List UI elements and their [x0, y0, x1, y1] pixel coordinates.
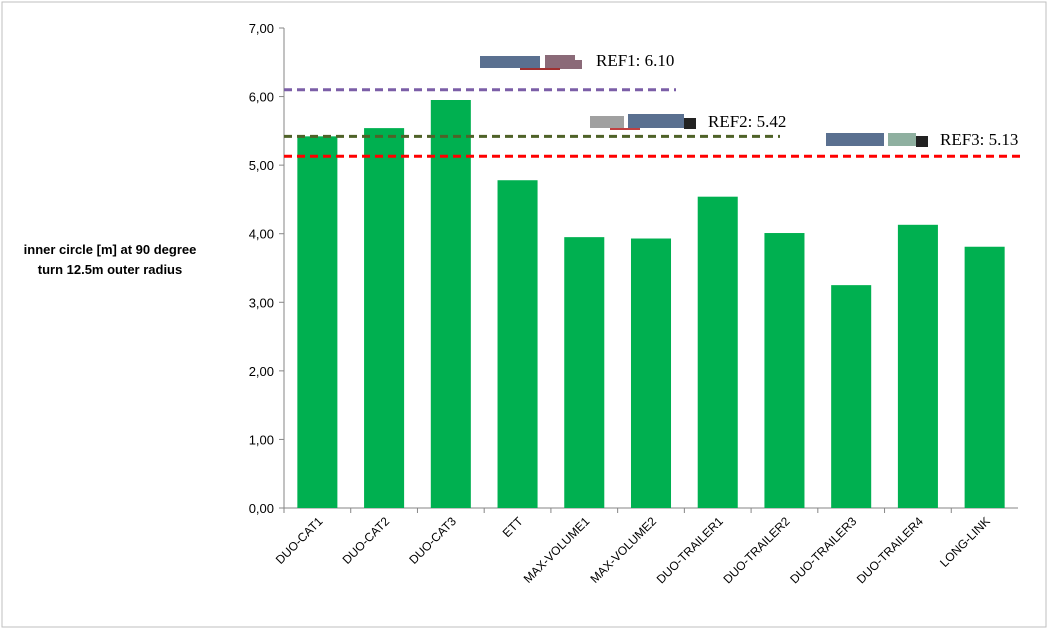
x-tick-label: ETT [500, 514, 526, 540]
y-tick-label: 7,00 [249, 21, 274, 36]
reference-label: REF1: 6.10 [596, 51, 674, 70]
bar [697, 196, 738, 508]
bar [831, 285, 872, 508]
reference-label: REF2: 5.42 [708, 112, 786, 131]
y-tick-label: 2,00 [249, 364, 274, 379]
bar [630, 238, 672, 508]
y-tick-label: 6,00 [249, 90, 274, 105]
y-tick-label: 3,00 [249, 295, 274, 310]
x-tick-label: DUO-TRAILER1 [654, 514, 726, 586]
bar [297, 136, 338, 509]
reference-label: REF3: 5.13 [940, 130, 1018, 149]
x-tick-label: DUO-CAT1 [273, 514, 326, 567]
y-tick-label: 4,00 [249, 227, 274, 242]
truck-icon [480, 55, 582, 70]
bar [497, 180, 538, 508]
y-axis-label: inner circle [m] at 90 degree turn 12.5m… [23, 242, 197, 277]
x-tick-label: LONG-LINK [937, 514, 993, 570]
y-tick-label: 5,00 [249, 158, 274, 173]
x-tick-label: DUO-CAT3 [406, 514, 459, 567]
bar [364, 128, 405, 508]
x-tick-label: DUO-TRAILER4 [854, 514, 926, 586]
truck-icon [826, 133, 928, 147]
y-tick-label: 1,00 [249, 432, 274, 447]
x-tick-label: DUO-TRAILER2 [720, 514, 792, 586]
x-tick-label: DUO-CAT2 [340, 514, 393, 567]
y-tick-label: 0,00 [249, 501, 274, 516]
x-tick-label: DUO-TRAILER3 [787, 514, 859, 586]
bar [764, 233, 805, 508]
truck-icon [590, 114, 696, 130]
x-tick-label: MAX-VOLUME2 [587, 514, 659, 586]
bar [897, 224, 938, 509]
bar [430, 100, 471, 508]
bar [564, 237, 605, 508]
bar [964, 246, 1005, 508]
x-tick-label: MAX-VOLUME1 [521, 514, 593, 586]
